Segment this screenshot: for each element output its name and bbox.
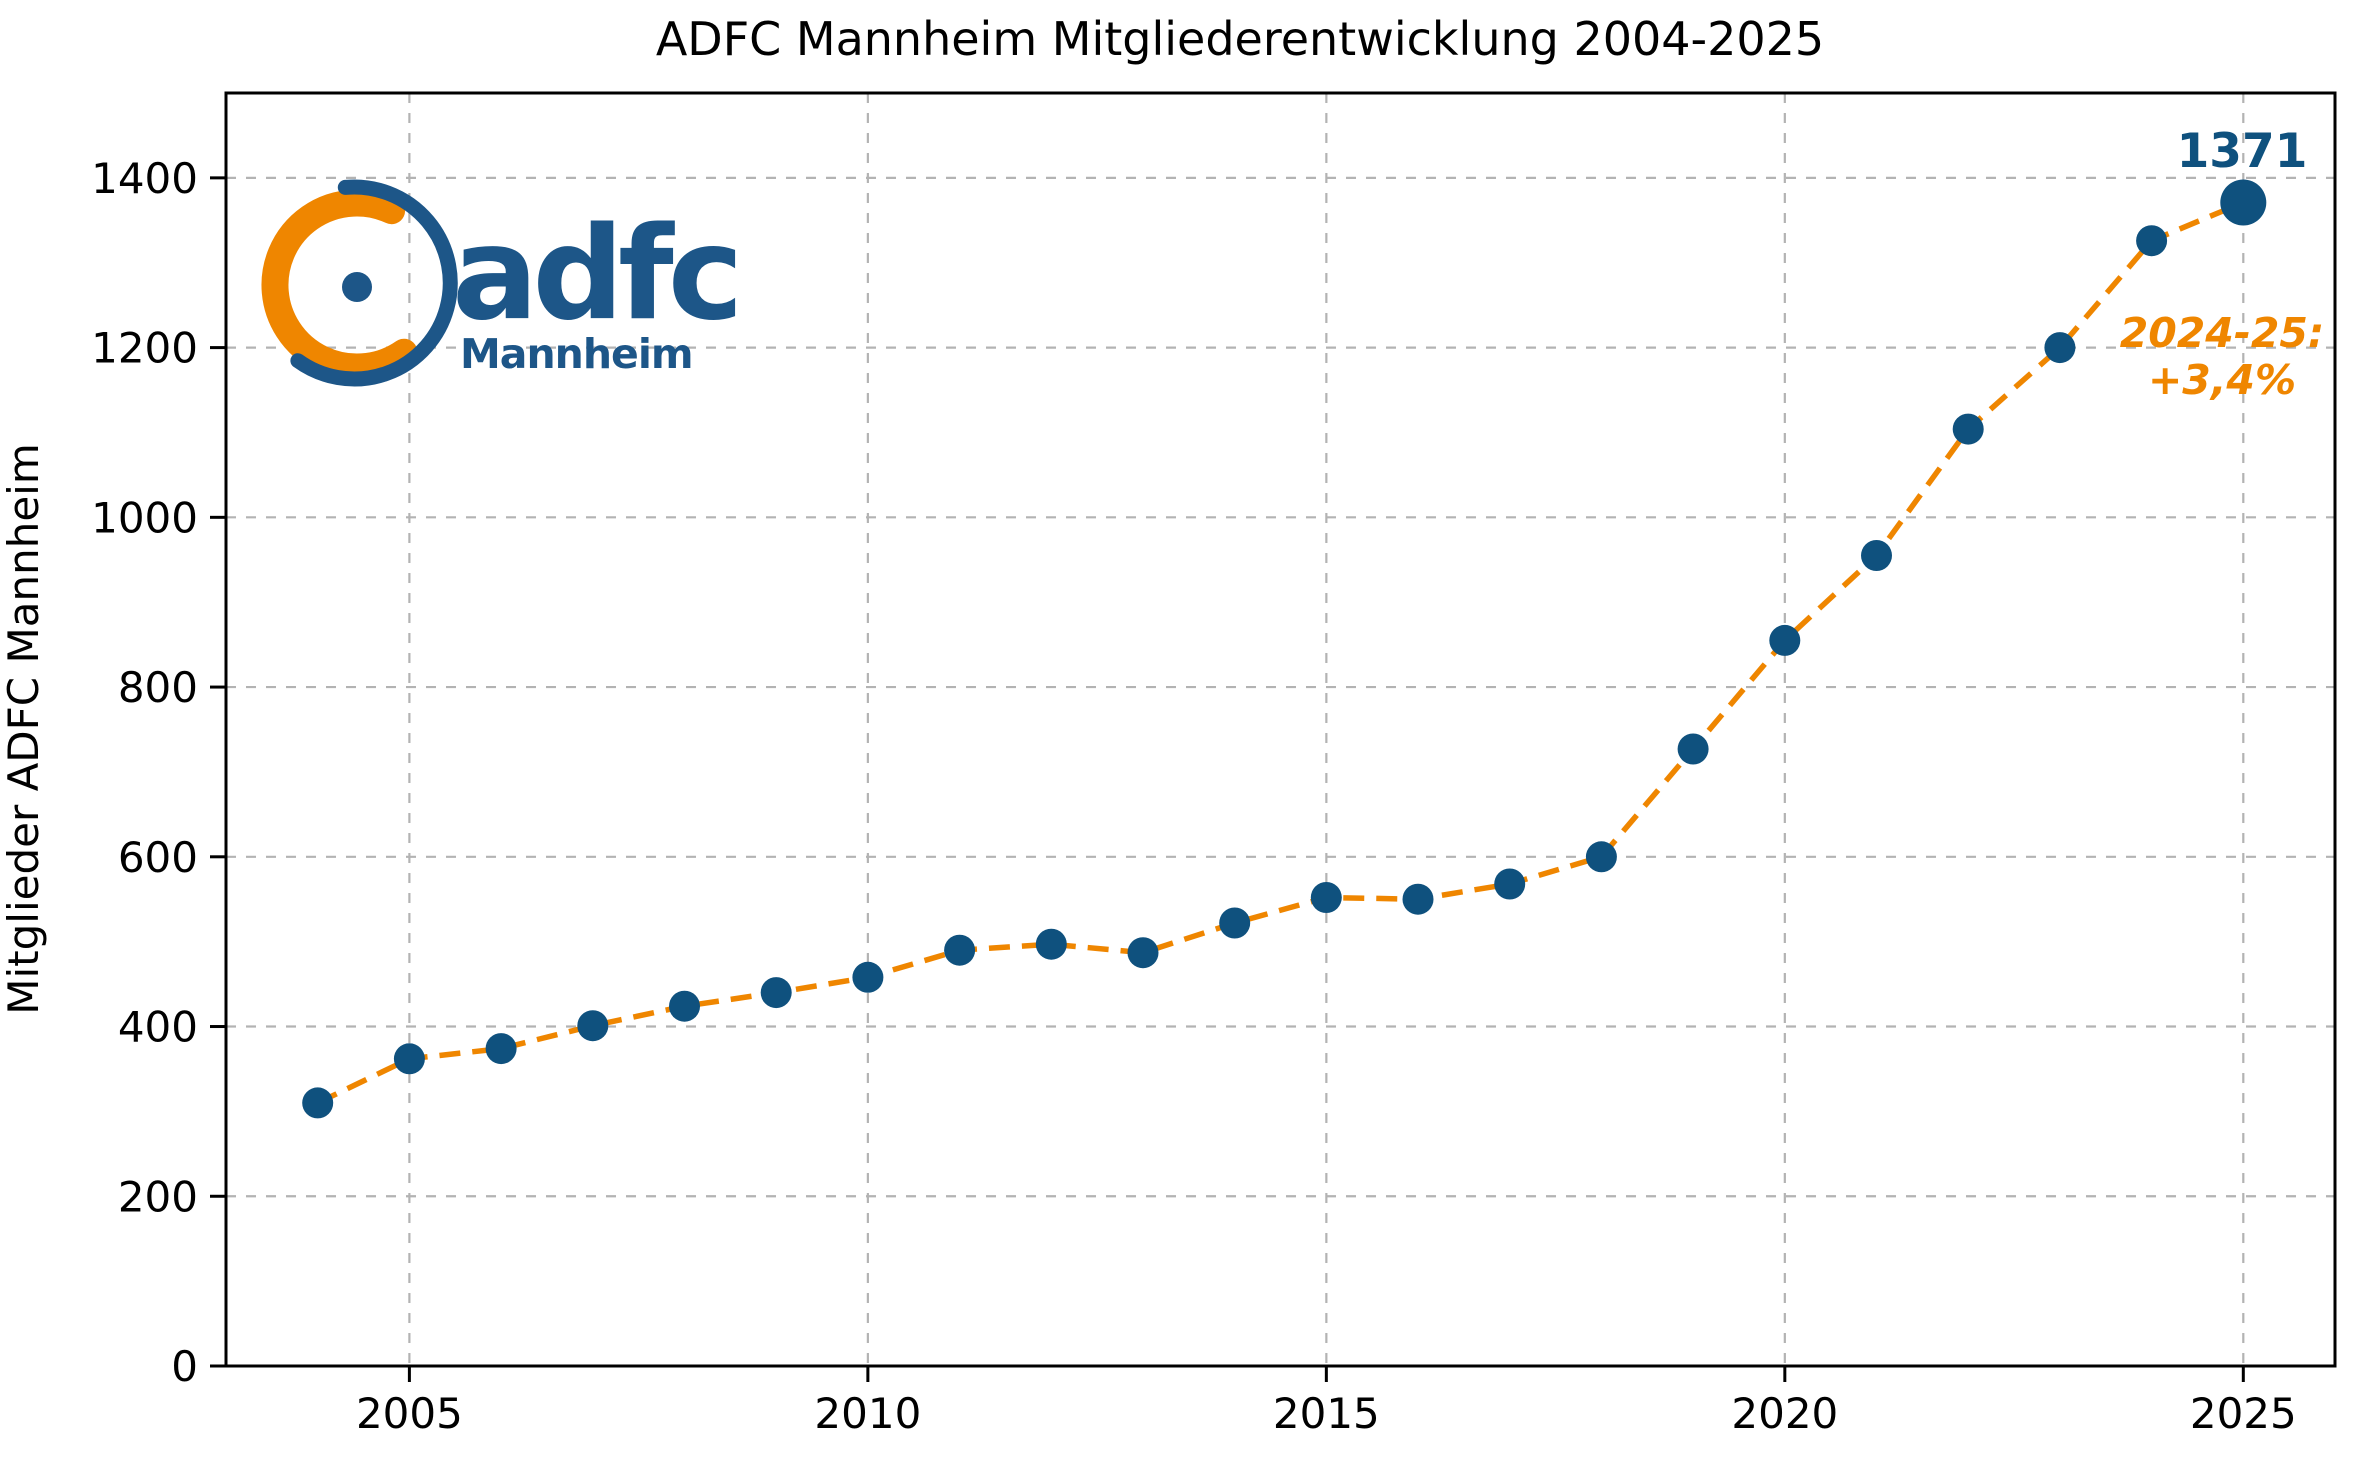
x-tick-label: 2010 bbox=[814, 1389, 921, 1438]
data-line bbox=[316, 199, 2245, 1106]
logo-brand-text: adfc bbox=[452, 200, 738, 349]
data-point bbox=[1219, 907, 1251, 939]
data-point bbox=[1310, 882, 1342, 913]
data-point bbox=[1861, 540, 1892, 571]
y-tick-label: 1200 bbox=[91, 324, 198, 373]
adfc-logo: adfc Mannheim bbox=[261, 179, 744, 387]
gridlines bbox=[226, 93, 2335, 1366]
data-point bbox=[944, 934, 976, 966]
y-tick-label: 800 bbox=[118, 663, 198, 712]
growth-annotation-line1: 2024-25: bbox=[2120, 309, 2325, 357]
y-tick-label: 200 bbox=[118, 1172, 198, 1221]
data-point bbox=[393, 1043, 425, 1075]
logo-wheel-orange-arc-icon bbox=[261, 189, 418, 381]
logo-wheel-hub-icon bbox=[342, 272, 372, 302]
data-point bbox=[1952, 413, 1984, 445]
data-point bbox=[1677, 733, 1709, 765]
data-point bbox=[1769, 624, 1801, 656]
data-point bbox=[302, 1087, 334, 1119]
data-point bbox=[852, 961, 884, 993]
final-value-label: 1371 bbox=[2177, 124, 2308, 179]
y-tick-label: 400 bbox=[118, 1003, 198, 1052]
y-tick-label: 600 bbox=[118, 833, 198, 882]
chart-title: ADFC Mannheim Mitgliederentwicklung 2004… bbox=[656, 12, 1824, 66]
data-point bbox=[1585, 841, 1617, 873]
y-tick-label: 1400 bbox=[91, 154, 198, 203]
data-point bbox=[485, 1033, 517, 1065]
data-point bbox=[2136, 225, 2168, 257]
data-point bbox=[1127, 937, 1159, 969]
x-tick-label: 2015 bbox=[1273, 1389, 1380, 1438]
y-tick-label: 0 bbox=[171, 1342, 198, 1391]
y-axis-title: Mitglieder ADFC Mannheim bbox=[0, 443, 48, 1015]
growth-annotation-line2: +3,4% bbox=[2148, 356, 2296, 404]
data-point bbox=[577, 1010, 609, 1042]
data-series bbox=[302, 179, 2267, 1119]
plot-frame bbox=[224, 91, 2337, 1368]
logo-city-text: Mannheim bbox=[460, 330, 693, 378]
y-tick-label: 1000 bbox=[91, 493, 198, 542]
logo-wheel-blue-arc-icon bbox=[290, 179, 458, 387]
x-tick-label: 2005 bbox=[356, 1389, 463, 1438]
axis-ticks: 2005 2010 2015 2020 2025 0 200 400 600 800 1000 120… bbox=[91, 154, 2297, 1438]
data-point bbox=[1035, 928, 1067, 960]
data-point bbox=[760, 977, 792, 1009]
data-point bbox=[1494, 868, 1526, 900]
data-point-final bbox=[2220, 179, 2267, 226]
data-point bbox=[669, 990, 700, 1022]
data-point bbox=[2044, 332, 2076, 364]
data-point bbox=[1402, 883, 1434, 915]
x-tick-label: 2020 bbox=[1731, 1389, 1838, 1438]
x-tick-label: 2025 bbox=[2190, 1389, 2297, 1438]
